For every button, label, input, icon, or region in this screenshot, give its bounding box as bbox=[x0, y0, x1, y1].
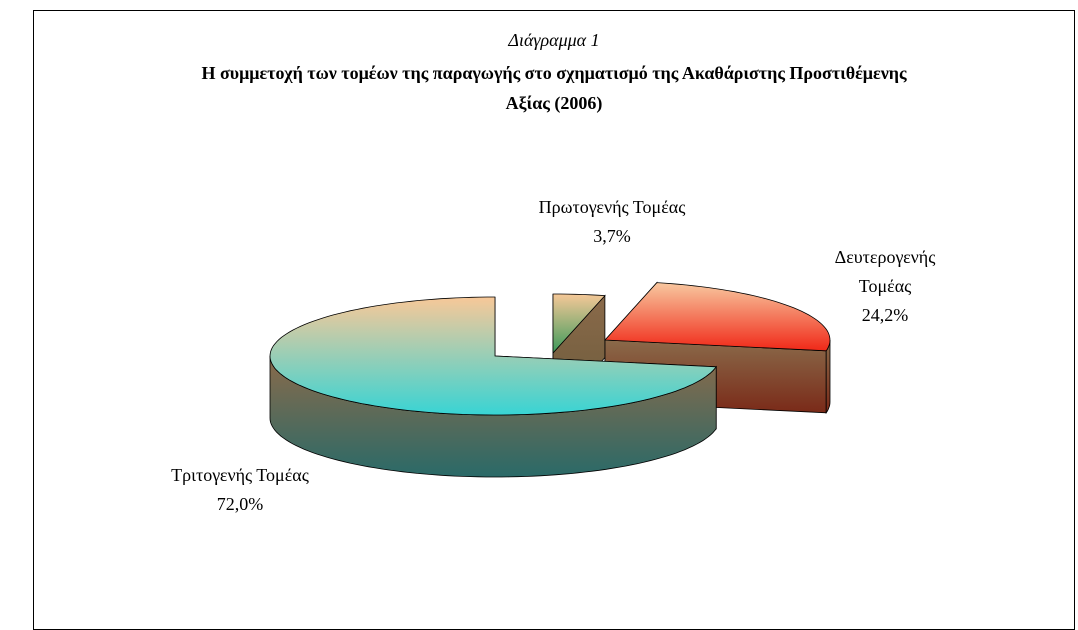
data-label: Πρωτογενής Τομέας 3,7% bbox=[539, 193, 686, 251]
chart-subtitle: Διάγραμμα 1 bbox=[508, 30, 600, 50]
value-label: 3,7% bbox=[593, 226, 631, 246]
value-label: 72,0% bbox=[216, 494, 264, 514]
chart bbox=[269, 281, 831, 478]
category-label: Δευτερογενής Τομέας bbox=[834, 247, 936, 296]
category-label: Τριτογενής Τομέας bbox=[171, 465, 309, 485]
slice-top bbox=[269, 296, 718, 416]
category-label: Πρωτογενής Τομέας bbox=[538, 197, 686, 217]
slice-wall bbox=[825, 339, 831, 415]
pie-slice bbox=[269, 296, 718, 478]
value-label: 24,2% bbox=[861, 305, 909, 325]
page: Διάγραμμα 1 Η συμμετοχή των τομέων της π… bbox=[33, 10, 1075, 630]
data-label: Δευτερογενής Τομέας 24,2% bbox=[810, 243, 960, 330]
slice-top bbox=[604, 282, 831, 352]
slice-top bbox=[552, 293, 606, 355]
data-label: Τριτογενής Τομέας 72,0% bbox=[171, 461, 309, 519]
chart-title: Η συμμετοχή των τομέων της παραγωγής στο… bbox=[201, 63, 907, 113]
